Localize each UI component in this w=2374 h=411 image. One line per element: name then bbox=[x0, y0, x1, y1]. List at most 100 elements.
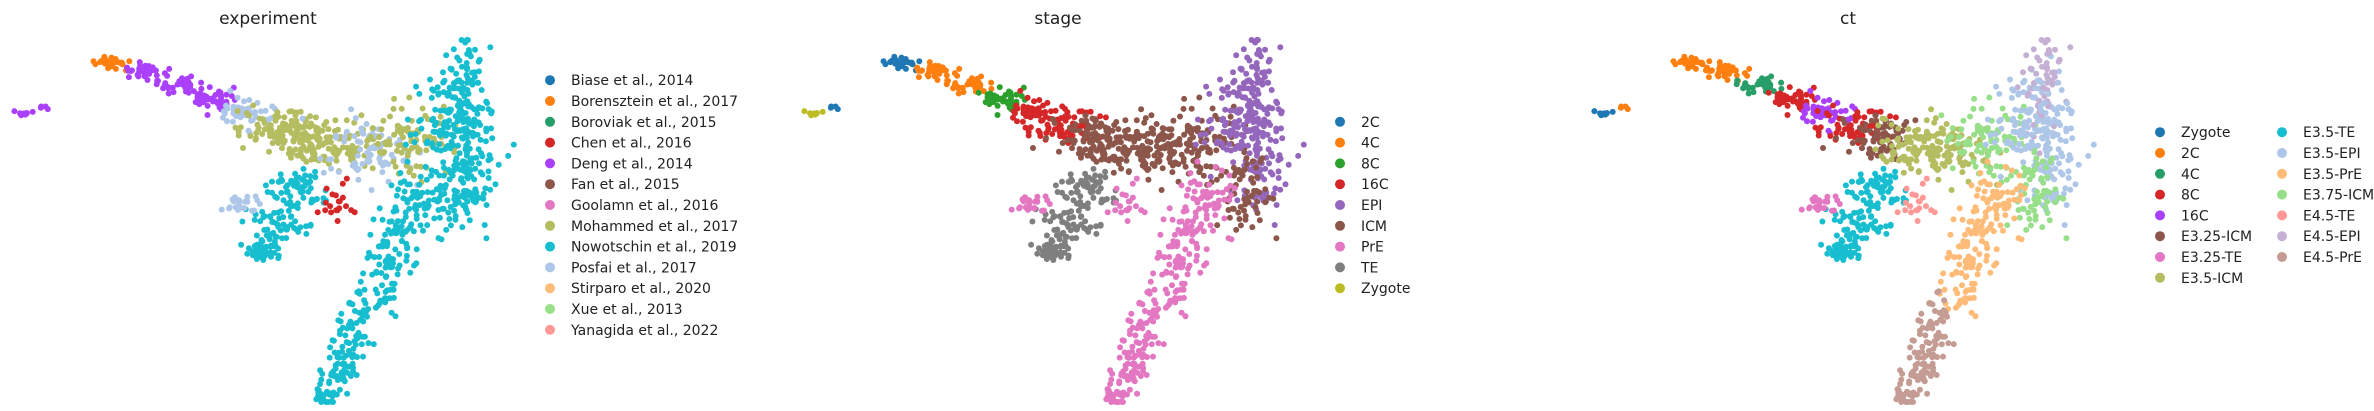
scatter-point bbox=[1807, 87, 1814, 94]
legend-item: 4C bbox=[2155, 167, 2200, 183]
scatter-point bbox=[1116, 354, 1123, 361]
scatter-point bbox=[1929, 360, 1936, 367]
legend-item: Stirparo et al., 2020 bbox=[545, 281, 711, 297]
scatter-point bbox=[1927, 148, 1934, 155]
scatter-point bbox=[1920, 375, 1927, 382]
scatter-point bbox=[1181, 95, 1188, 102]
scatter-point bbox=[320, 169, 327, 176]
scatter-point bbox=[1923, 203, 1929, 210]
scatter-point bbox=[2041, 187, 2048, 194]
scatter-point bbox=[1946, 249, 1952, 256]
scatter-point bbox=[463, 164, 470, 171]
scatter-point bbox=[1821, 98, 1827, 105]
scatter-point bbox=[1824, 250, 1831, 257]
legend-item: Yanagida et al., 2022 bbox=[545, 323, 718, 339]
scatter-point bbox=[423, 147, 430, 154]
scatter-point bbox=[341, 133, 348, 140]
scatter-point bbox=[1216, 133, 1223, 140]
scatter-point bbox=[1207, 173, 1214, 180]
scatter-point bbox=[1212, 212, 1219, 219]
scatter-point bbox=[495, 161, 502, 168]
scatter-point bbox=[1967, 295, 1973, 302]
scatter-point bbox=[411, 139, 418, 146]
scatter-point bbox=[1212, 112, 1219, 119]
scatter-point bbox=[1903, 119, 1910, 125]
scatter-point bbox=[383, 263, 390, 269]
scatter-point bbox=[302, 172, 309, 179]
legend-marker bbox=[2277, 127, 2287, 138]
scatter-point bbox=[2050, 118, 2056, 125]
scatter-point bbox=[1277, 186, 1284, 193]
scatter-point bbox=[398, 237, 405, 244]
scatter-point bbox=[1260, 118, 1266, 125]
scatter-point bbox=[1052, 107, 1059, 114]
scatter-point bbox=[447, 222, 454, 229]
scatter-point bbox=[196, 101, 203, 108]
scatter-point bbox=[1065, 252, 1072, 259]
scatter-point bbox=[1217, 76, 1223, 83]
scatter-point bbox=[1910, 337, 1917, 344]
legend-item: E4.5-TE bbox=[2277, 208, 2355, 224]
scatter-point bbox=[293, 203, 300, 210]
scatter-point bbox=[1912, 117, 1919, 124]
scatter-point bbox=[470, 118, 476, 125]
scatter-point bbox=[332, 128, 338, 134]
scatter-point bbox=[1907, 134, 1914, 141]
scatter-point bbox=[357, 278, 364, 285]
scatter-point bbox=[1928, 106, 1935, 113]
scatter-point bbox=[1858, 208, 1865, 215]
scatter-point bbox=[1050, 116, 1056, 123]
scatter-point bbox=[286, 127, 293, 134]
scatter-point bbox=[1110, 169, 1117, 176]
scatter-point bbox=[1938, 129, 1945, 136]
scatter-point bbox=[2023, 120, 2030, 127]
scatter-point bbox=[1213, 140, 1220, 147]
scatter-point bbox=[204, 102, 211, 109]
scatter-point bbox=[463, 60, 470, 66]
scatter-point bbox=[1253, 60, 1260, 66]
scatter-point bbox=[1017, 87, 1024, 94]
scatter-point bbox=[1784, 102, 1791, 109]
scatter-point bbox=[1170, 117, 1177, 124]
scatter-point bbox=[269, 103, 276, 110]
scatter-point bbox=[383, 243, 390, 250]
scatter-point bbox=[310, 133, 317, 140]
scatter-point bbox=[260, 116, 266, 123]
scatter-point bbox=[1285, 161, 1292, 168]
scatter-point bbox=[1129, 324, 1136, 331]
scatter-point bbox=[1939, 333, 1946, 340]
scatter-point bbox=[297, 108, 304, 115]
scatter-point bbox=[2009, 189, 2016, 196]
scatter-point bbox=[1101, 150, 1107, 157]
scatter-point bbox=[1867, 193, 1874, 200]
scatter-point bbox=[1618, 103, 1625, 110]
scatter-point bbox=[471, 176, 478, 183]
scatter-point bbox=[1899, 141, 1906, 148]
scatter-point bbox=[1241, 166, 1248, 173]
scatter-point bbox=[340, 354, 347, 361]
scatter-point bbox=[1074, 188, 1081, 195]
scatter-point bbox=[1937, 316, 1944, 323]
scatter-point bbox=[185, 89, 192, 96]
scatter-point bbox=[234, 206, 241, 213]
scatter-point bbox=[2034, 128, 2040, 135]
scatter-point bbox=[342, 332, 349, 339]
scatter-point bbox=[1149, 161, 1156, 167]
scatter-point bbox=[1029, 218, 1036, 225]
scatter-point bbox=[482, 138, 489, 145]
scatter-point bbox=[1849, 103, 1856, 110]
scatter-point bbox=[1923, 175, 1930, 182]
scatter-point bbox=[1057, 249, 1064, 256]
scatter-point bbox=[1842, 182, 1849, 189]
scatter-point bbox=[330, 399, 336, 405]
scatter-point bbox=[1234, 109, 1241, 116]
scatter-point bbox=[1622, 103, 1629, 110]
scatter-point bbox=[1849, 140, 1856, 146]
scatter-point bbox=[1987, 269, 1994, 276]
scatter-point bbox=[1133, 117, 1140, 124]
scatter-point bbox=[1965, 161, 1972, 168]
scatter-point bbox=[1975, 142, 1982, 149]
scatter-point bbox=[245, 127, 252, 134]
scatter-point bbox=[382, 288, 389, 295]
scatter-point bbox=[1259, 129, 1265, 136]
